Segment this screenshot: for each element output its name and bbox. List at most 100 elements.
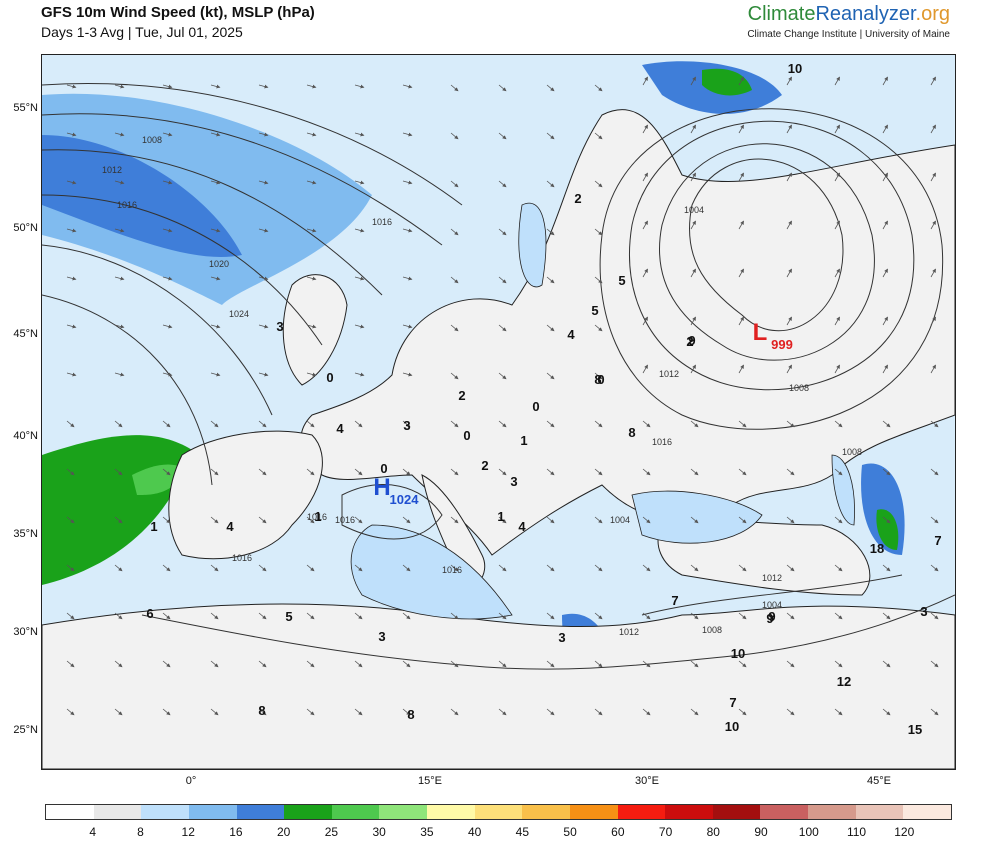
wind-arrow	[738, 660, 747, 668]
isobar	[688, 158, 844, 332]
wind-arrow	[354, 516, 363, 524]
wind-arrow	[930, 660, 939, 668]
wind-arrow	[498, 564, 507, 572]
brand-org: .org	[915, 3, 950, 25]
wind-speed-label: 1	[314, 509, 321, 524]
wind-speed-label: 0	[463, 428, 470, 443]
wind-arrow	[402, 372, 413, 377]
wind-arrow	[450, 660, 459, 668]
wind-arrow	[882, 316, 888, 326]
wind-arrow	[258, 516, 267, 524]
wind-arrow	[546, 132, 555, 140]
isobar-label: 1016	[652, 437, 672, 447]
wind-arrow	[690, 316, 696, 326]
wind-speed-label: 5	[285, 609, 292, 624]
wind-speed-label: 2	[481, 458, 488, 473]
wind-arrow	[354, 660, 363, 668]
wind-arrow	[834, 124, 840, 134]
brand-logo[interactable]: ClimateReanalyzer.org	[748, 3, 950, 26]
wind-arrow	[834, 612, 843, 620]
colorbar-tick: 70	[658, 825, 673, 839]
colorbar-tick: 4	[89, 825, 97, 839]
wind-arrow	[306, 372, 317, 377]
isobar	[42, 113, 443, 246]
wind-arrow	[594, 612, 603, 620]
wind-arrow	[258, 324, 269, 329]
wind-arrow	[786, 516, 795, 524]
wind-arrow	[834, 172, 840, 182]
wind-arrow	[402, 324, 413, 329]
map-subtitle: Days 1-3 Avg | Tue, Jul 01, 2025	[41, 24, 243, 40]
wind-map[interactable]: L 999 H 1024 1008 1012 1016 1020 1024 1016 1004 100…	[41, 54, 956, 770]
wind-speed-label: 4	[567, 327, 575, 342]
wind-arrow	[882, 364, 888, 374]
wind-arrow	[162, 420, 171, 428]
wind-arrow	[354, 132, 365, 137]
wind-arrow	[450, 228, 459, 236]
lon-label: 15°E	[418, 775, 442, 787]
wind-arrow	[594, 708, 603, 716]
colorbar-segment	[760, 805, 808, 819]
wind-arrow	[114, 324, 125, 329]
wind-speed-label: 7	[934, 533, 941, 548]
colorbar-tick: 35	[420, 825, 434, 839]
wind-arrow	[210, 612, 219, 620]
wind-arrow	[882, 516, 891, 524]
wind-arrow	[786, 220, 792, 230]
wind-arrow	[786, 708, 795, 716]
wind-arrow	[930, 708, 939, 716]
wind-arrow	[882, 220, 888, 230]
wind-arrow	[642, 468, 651, 476]
wind-arrow	[114, 180, 125, 185]
isobar	[599, 108, 944, 430]
wind-arrow	[354, 564, 363, 572]
wind-arrow	[642, 76, 648, 86]
isobar-label: 1020	[209, 259, 229, 269]
wind-arrow	[306, 612, 315, 620]
wind-arrow	[690, 564, 699, 572]
isobar-label: 1012	[619, 627, 639, 637]
colorbar-segment	[284, 805, 332, 819]
wind-arrow	[354, 420, 363, 428]
wind-arrow	[450, 372, 459, 380]
wind-arrow	[258, 468, 267, 476]
wind-speed-label: 0	[532, 399, 539, 414]
wind-arrow	[162, 612, 171, 620]
colorbar-tick: 30	[372, 825, 386, 839]
map-title: GFS 10m Wind Speed (kt), MSLP (hPa)	[41, 4, 315, 21]
isobar-label: 1008	[142, 135, 162, 145]
wind-arrow	[738, 516, 747, 524]
wind-arrow	[642, 316, 648, 326]
wind-arrow	[114, 372, 125, 377]
wind-arrow	[162, 372, 173, 377]
wind-arrow	[450, 420, 459, 428]
isobar-label: 1012	[659, 369, 679, 379]
wind-arrow	[834, 420, 843, 428]
wind-arrow	[738, 612, 747, 620]
wind-arrow	[498, 228, 507, 236]
wind-arrow	[354, 372, 365, 377]
wind-arrow	[930, 76, 936, 86]
colorbar-segment	[855, 805, 904, 819]
wind-arrow	[498, 420, 507, 428]
wind-arrow	[738, 220, 744, 230]
colorbar-segment	[522, 805, 570, 819]
wind-arrow	[786, 364, 792, 374]
wind-arrow	[402, 468, 411, 476]
isobar-label: 1016	[307, 512, 327, 522]
wind-arrow	[882, 660, 891, 668]
wind-arrow	[402, 132, 413, 137]
pressure-center-value: 999	[771, 337, 793, 352]
wind-arrow	[546, 420, 555, 428]
wind-arrow	[594, 660, 603, 668]
wind-arrow	[258, 612, 267, 620]
lat-label: 45°N	[13, 328, 38, 340]
wind-speed-label: 4	[226, 519, 234, 534]
wind-arrow	[114, 708, 123, 716]
wind-arrow	[930, 172, 936, 182]
lat-label: 35°N	[13, 528, 38, 540]
colorbar-tick: 120	[894, 825, 915, 839]
wind-arrow	[450, 468, 459, 476]
wind-arrow	[642, 660, 651, 668]
wind-speed-label: 5	[591, 303, 598, 318]
